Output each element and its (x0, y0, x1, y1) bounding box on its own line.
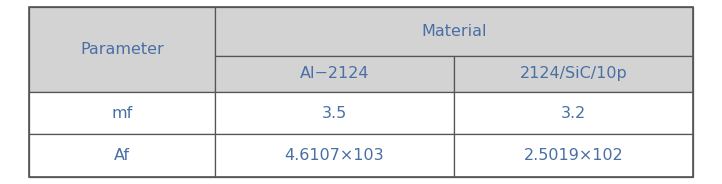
Text: 3.2: 3.2 (561, 106, 586, 121)
Bar (454, 92, 693, 134)
Bar (454, 56, 693, 92)
Text: Parameter: Parameter (80, 42, 164, 57)
Bar (29, 92, 215, 134)
Bar (215, 7, 693, 56)
Bar (215, 134, 454, 177)
Text: Af: Af (114, 148, 130, 163)
Bar (215, 92, 454, 134)
Bar (454, 134, 693, 177)
Bar (29, 7, 215, 92)
Text: 2124/SiC/10p: 2124/SiC/10p (520, 66, 627, 81)
Text: mf: mf (111, 106, 133, 121)
Text: 3.5: 3.5 (322, 106, 347, 121)
Text: Material: Material (421, 24, 487, 39)
Bar (215, 56, 454, 92)
Bar (29, 134, 215, 177)
Text: Al−2124: Al−2124 (300, 66, 369, 81)
Text: 2.5019×102: 2.5019×102 (523, 148, 623, 163)
Text: 4.6107×103: 4.6107×103 (284, 148, 384, 163)
